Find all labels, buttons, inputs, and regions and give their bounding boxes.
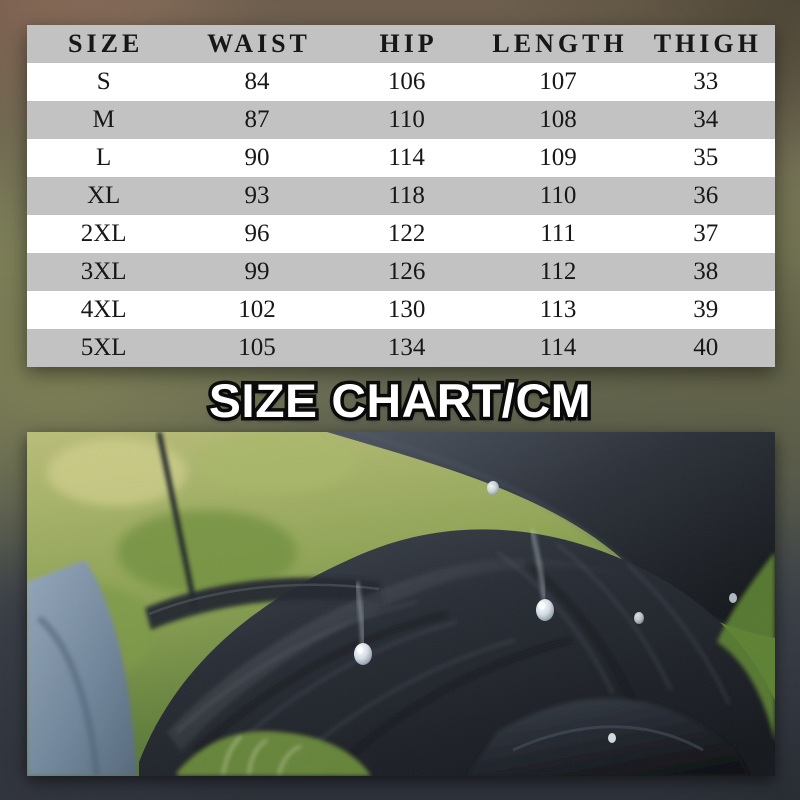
cell-hip: 122	[333, 215, 480, 253]
cell-size: L	[27, 139, 181, 177]
cell-size: 4XL	[27, 291, 181, 329]
cell-thigh: 40	[636, 329, 775, 367]
table-row: 2XL 96 122 111 37	[27, 215, 775, 253]
column-header-size: SIZE	[27, 25, 181, 63]
cell-hip: 114	[333, 139, 480, 177]
cell-length: 114	[479, 329, 637, 367]
column-header-length: LENGTH	[479, 25, 637, 63]
cell-length: 110	[479, 177, 637, 215]
table-header-row: SIZE WAIST HIP LENGTH THIGH	[27, 25, 775, 63]
cell-length: 111	[479, 215, 637, 253]
headline-size-chart-cm: SIZE CHART/CM	[205, 371, 594, 431]
cell-size: 2XL	[27, 215, 181, 253]
size-table-card: SIZE WAIST HIP LENGTH THIGH S 84 106 107…	[27, 25, 775, 367]
size-table-body: S 84 106 107 33 M 87 110 108 34 L 90 114	[27, 63, 775, 367]
cell-waist: 99	[180, 253, 334, 291]
table-row: XL 93 118 110 36	[27, 177, 775, 215]
size-table: SIZE WAIST HIP LENGTH THIGH S 84 106 107…	[27, 25, 775, 367]
table-row: S 84 106 107 33	[27, 63, 775, 101]
cell-waist: 102	[180, 291, 334, 329]
cell-hip: 106	[333, 63, 480, 101]
cell-waist: 96	[180, 215, 334, 253]
column-header-waist: WAIST	[180, 25, 334, 63]
table-row: 5XL 105 134 114 40	[27, 329, 775, 367]
cell-hip: 130	[333, 291, 480, 329]
cell-size: 3XL	[27, 253, 181, 291]
cell-waist: 87	[180, 101, 334, 139]
cell-waist: 105	[180, 329, 334, 367]
table-row: L 90 114 109 35	[27, 139, 775, 177]
cell-length: 112	[479, 253, 637, 291]
cell-waist: 84	[180, 63, 334, 101]
cell-length: 108	[479, 101, 637, 139]
cell-length: 109	[479, 139, 637, 177]
size-table-header: SIZE WAIST HIP LENGTH THIGH	[27, 25, 775, 63]
cell-thigh: 34	[636, 101, 775, 139]
cell-size: 5XL	[27, 329, 181, 367]
cell-length: 107	[479, 63, 637, 101]
cell-thigh: 39	[636, 291, 775, 329]
product-photo	[27, 432, 775, 776]
cell-waist: 93	[180, 177, 334, 215]
table-row: 4XL 102 130 113 39	[27, 291, 775, 329]
product-photo-illustration	[27, 432, 775, 776]
column-header-thigh: THIGH	[636, 25, 775, 63]
cell-thigh: 35	[636, 139, 775, 177]
cell-length: 113	[479, 291, 637, 329]
cell-thigh: 36	[636, 177, 775, 215]
cell-size: S	[27, 63, 181, 101]
cell-size: XL	[27, 177, 181, 215]
column-header-hip: HIP	[333, 25, 480, 63]
table-row: M 87 110 108 34	[27, 101, 775, 139]
cell-waist: 90	[180, 139, 334, 177]
cell-size: M	[27, 101, 181, 139]
cell-hip: 118	[333, 177, 480, 215]
cell-thigh: 38	[636, 253, 775, 291]
cell-hip: 126	[333, 253, 480, 291]
cell-hip: 110	[333, 101, 480, 139]
cell-hip: 134	[333, 329, 480, 367]
table-row: 3XL 99 126 112 38	[27, 253, 775, 291]
cell-thigh: 33	[636, 63, 775, 101]
cell-thigh: 37	[636, 215, 775, 253]
